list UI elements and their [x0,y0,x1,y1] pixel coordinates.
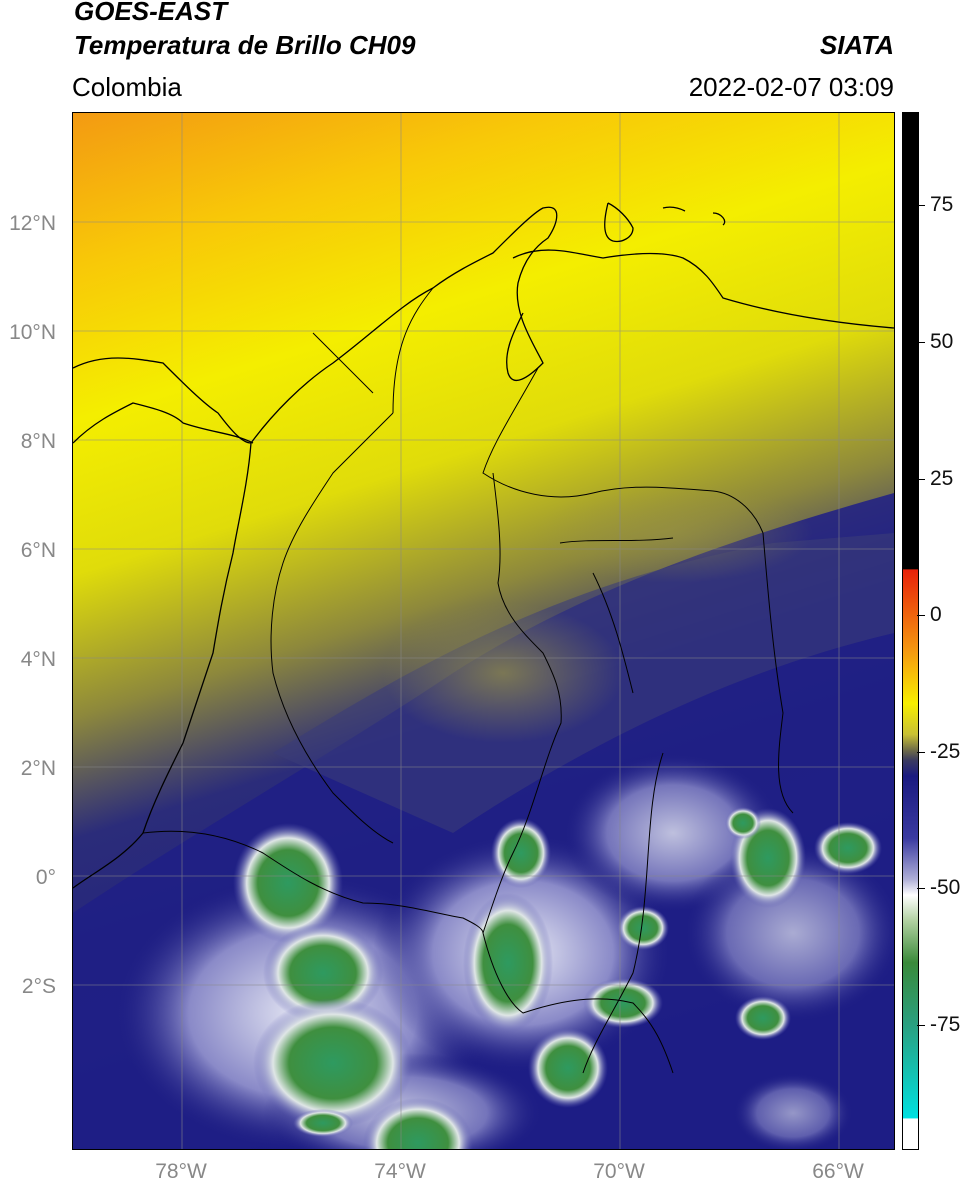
lat-label-6n: 6°N [20,539,56,562]
map-canvas [73,113,894,1149]
lon-label-78w: 78°W [155,1160,207,1183]
region-label: Colombia [72,72,182,102]
colorbar-tick-25: 25 [916,467,954,490]
colorbar-tick-0: 0 [917,603,942,626]
timestamp-label: 2022-02-07 03:09 [688,72,894,102]
political-borders [142,287,794,1074]
colorbar-tick-minus75: -75 [916,1013,961,1036]
lat-label-12n: 12°N [9,212,56,235]
lat-label-2s: 2°S [21,975,56,998]
lon-label-66w: 66°W [812,1160,864,1183]
colorbar-tick-minus50: -50 [916,876,961,899]
satellite-map [72,112,895,1150]
colorbar-tick-75: 75 [916,193,954,216]
lat-label-4n: 4°N [20,648,56,671]
colorbar-tick-minus25: -25 [916,740,961,763]
colorbar-scale [903,113,918,1149]
coastlines [73,202,894,889]
colorbar [902,112,919,1150]
lon-label-70w: 70°W [593,1160,645,1183]
satellite-title: GOES-EAST [74,0,228,26]
colorbar-tick-50: 50 [916,330,954,353]
lat-label-8n: 8°N [20,430,56,453]
lat-label-10n: 10°N [9,321,56,344]
lat-label-0: 0° [35,866,56,889]
institution-label: SIATA [819,30,894,60]
product-title: Temperatura de Brillo CH09 [74,30,416,60]
lon-label-74w: 74°W [374,1160,426,1183]
lat-label-2n: 2°N [20,757,56,780]
